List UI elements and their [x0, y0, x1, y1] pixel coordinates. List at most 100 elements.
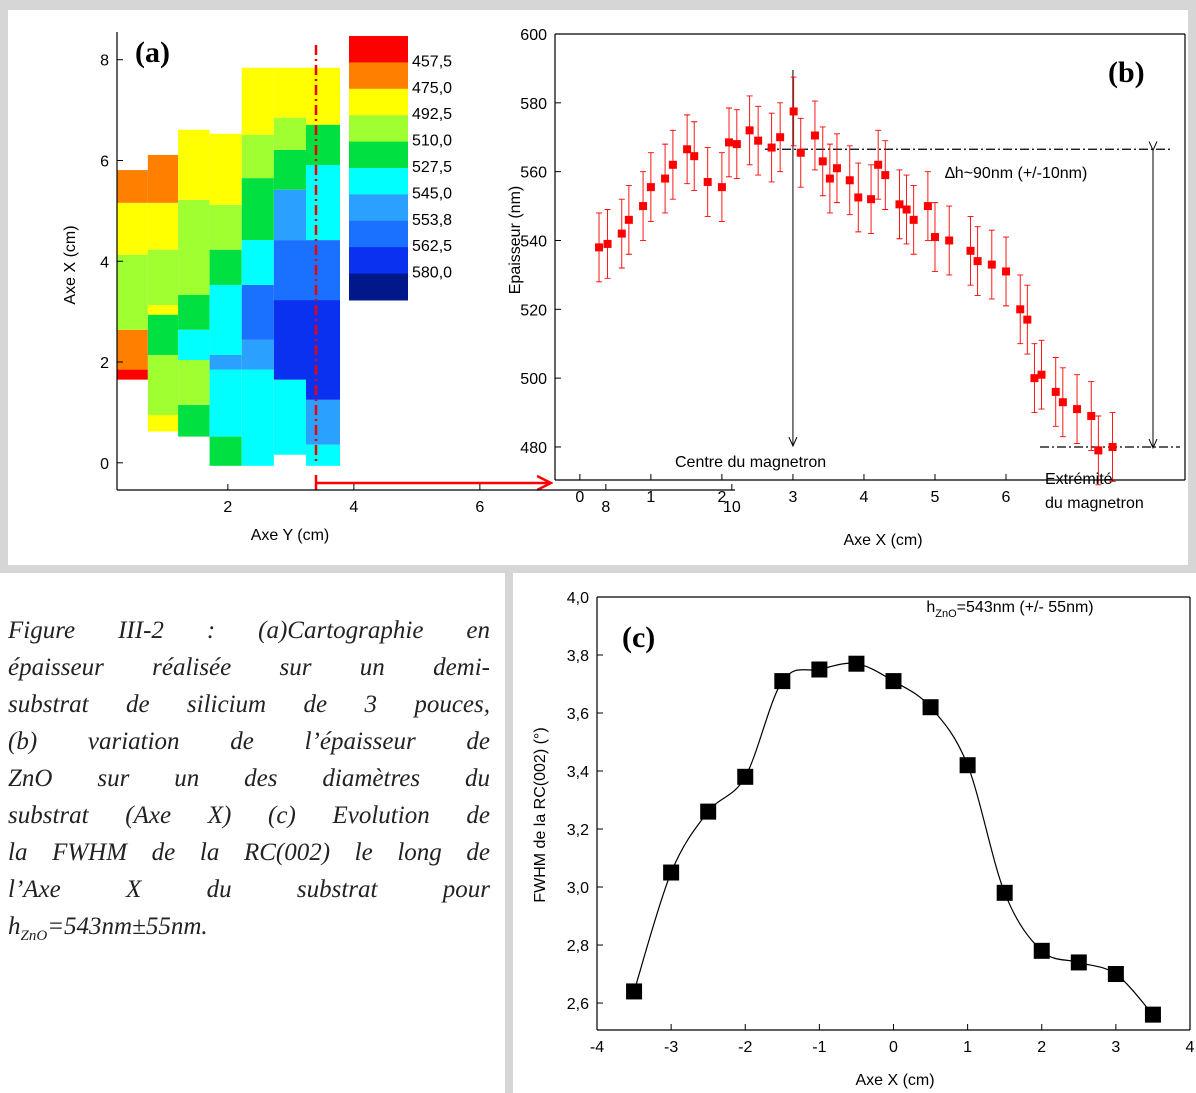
cell [147, 305, 179, 315]
y-axis-label: Epaisseur (nm) [507, 186, 524, 294]
cell [147, 414, 179, 432]
colorbar-label: 562,5 [412, 238, 452, 255]
cell [178, 199, 210, 296]
caption-line: (b) variation de l’épaisseur de [8, 728, 490, 755]
frame [1188, 0, 1196, 573]
y-tick-label: 3,2 [567, 822, 589, 839]
point [617, 229, 626, 238]
x-tick-label: -3 [664, 1039, 678, 1056]
caption-part: =543nm±55nm. [47, 913, 208, 940]
point [854, 193, 863, 202]
y-tick-label: 500 [520, 371, 547, 388]
x-tick-label: 1 [963, 1039, 972, 1056]
cell [209, 354, 242, 370]
point [818, 157, 827, 166]
cell [117, 202, 148, 255]
cell [178, 295, 210, 330]
y-tick-label: 0 [100, 456, 109, 473]
x-tick-label: 4 [1186, 1039, 1195, 1056]
point [825, 174, 834, 183]
point [745, 126, 754, 135]
annotation: Centre du magnetron [675, 454, 826, 471]
cell [273, 240, 306, 301]
point [774, 673, 791, 690]
y-tick-label: 2,8 [567, 938, 589, 955]
cell [209, 249, 242, 285]
point [1107, 966, 1124, 983]
point [796, 148, 805, 157]
x-tick-label: 10 [723, 499, 741, 516]
colorbar-band [349, 62, 408, 90]
x-tick-label: 3 [788, 489, 797, 506]
cell [117, 254, 148, 330]
point [717, 183, 726, 192]
point [1023, 315, 1032, 324]
y-tick-label: 480 [520, 440, 547, 457]
caption-sub: ZnO [20, 928, 48, 944]
point [646, 183, 655, 192]
cell [273, 117, 306, 150]
point [966, 246, 975, 255]
cell [241, 178, 274, 241]
point [668, 160, 677, 169]
cell [209, 204, 242, 250]
point [909, 215, 918, 224]
colorbar-band [349, 115, 408, 143]
x-tick-label: 4 [860, 489, 869, 506]
x-tick-label: 5 [931, 489, 940, 506]
point [811, 661, 828, 678]
frame [0, 0, 8, 573]
y-axis-label: Axe X (cm) [62, 225, 79, 304]
point [624, 215, 633, 224]
point [959, 757, 976, 774]
cell [178, 129, 210, 200]
x-tick-label: 1 [646, 489, 655, 506]
cell [305, 300, 341, 400]
point [902, 205, 911, 214]
point [661, 174, 670, 183]
cell [209, 284, 242, 355]
point [874, 160, 883, 169]
point [895, 200, 904, 209]
y-tick-label: 600 [520, 27, 547, 44]
y-tick-label: 540 [520, 233, 547, 250]
annotation-part: h [926, 599, 935, 616]
caption-line: substrat de silicium de 3 pouces, [8, 691, 490, 718]
annotation-sub: ZnO [935, 608, 957, 620]
point [737, 768, 754, 785]
caption: Figure III-2 : (a)Cartographie en épaisse… [8, 612, 490, 955]
cell [209, 133, 242, 205]
x-tick-label: 2 [1037, 1039, 1046, 1056]
panel-title: (a) [135, 36, 170, 69]
point [754, 136, 763, 145]
y-tick-label: 3,6 [567, 706, 589, 723]
cell [241, 240, 274, 285]
plots: 457,5 475,0 492,5 510,0 527,5 545,0 553,8 562,5… [62, 27, 1195, 1089]
point [1094, 446, 1103, 455]
colorbar-label: 553,8 [412, 212, 452, 229]
x-tick-label: 2 [223, 499, 232, 516]
colorbar-label: 510,0 [412, 133, 452, 150]
y-tick-label: 3,4 [567, 764, 589, 781]
point [595, 243, 604, 252]
caption-line: l’Axe X du substrat pour [8, 876, 490, 903]
frame [0, 565, 1196, 573]
cell [117, 329, 148, 370]
x-tick-label: 0 [889, 1039, 898, 1056]
cell [209, 369, 242, 437]
point [848, 655, 865, 672]
annotation-part: =543nm (+/- 55nm) [957, 599, 1094, 616]
point [700, 803, 717, 820]
cell [178, 329, 210, 361]
point [776, 133, 785, 142]
colorbar-band [349, 247, 408, 275]
y-tick-label: 2,6 [567, 996, 589, 1013]
colorbar-band [349, 141, 408, 169]
point [626, 983, 643, 1000]
x-axis-label: Axe Y (cm) [251, 527, 330, 544]
cell [273, 67, 306, 118]
x-tick-label: -2 [738, 1039, 752, 1056]
point [663, 864, 680, 881]
caption-line: substrat (Axe X) (c) Evolution de [8, 802, 490, 829]
